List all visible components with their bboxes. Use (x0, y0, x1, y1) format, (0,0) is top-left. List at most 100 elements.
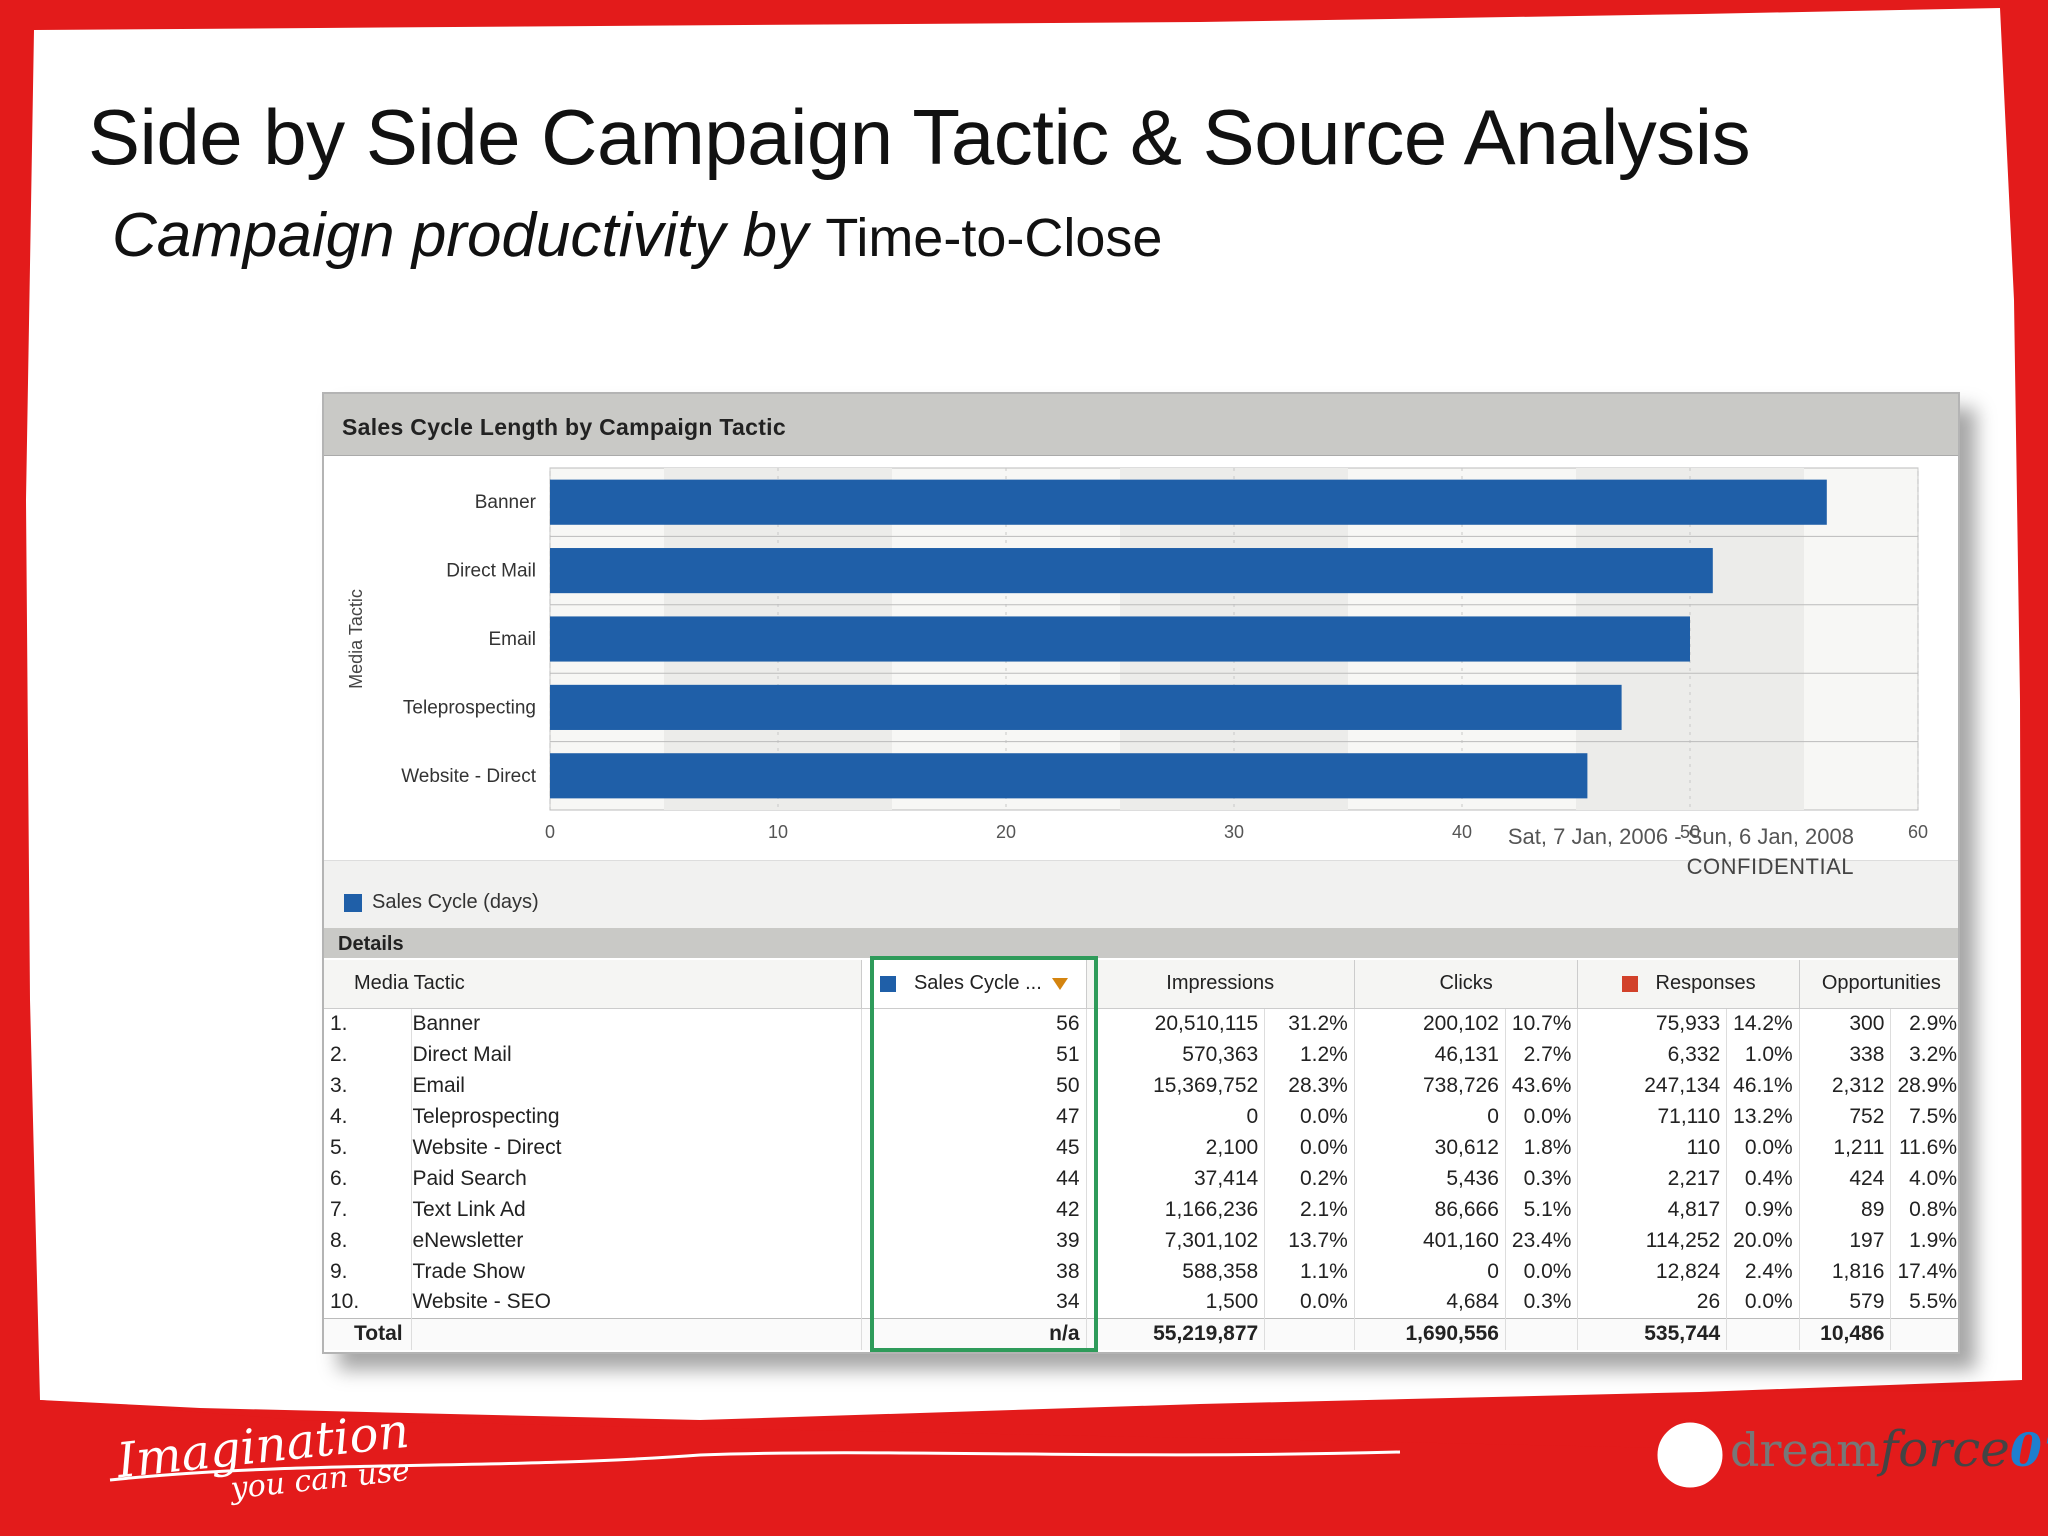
col-header-sales-cycle-label: Sales Cycle ... (913, 972, 1042, 995)
row-sales-cycle: 45 (861, 1132, 1087, 1163)
col-header-responses[interactable]: Responses (1577, 960, 1800, 1009)
subtitle-plain: Time-to-Close (825, 208, 1163, 268)
row-clicks-pct: 5.1% (1505, 1194, 1579, 1225)
row-clicks: 738,726 (1354, 1070, 1506, 1101)
row-opportunities-pct: 3.2% (1890, 1039, 1958, 1070)
row-clicks: 401,160 (1354, 1225, 1506, 1256)
y-tick-label: Banner (475, 492, 537, 513)
col-header-opportunities[interactable]: Opportunities (1799, 960, 1958, 1009)
total-cycle: n/a (861, 1317, 1087, 1350)
row-tactic: Email (411, 1070, 863, 1101)
row-impressions-pct: 0.2% (1264, 1163, 1355, 1194)
row-opportunities-pct: 2.9% (1890, 1008, 1958, 1039)
bar (550, 616, 1690, 662)
bar (550, 479, 1827, 525)
table-row[interactable]: 8. eNewsletter 39 7,301,102 13.7% 401,160 23.4… (324, 1225, 1958, 1256)
row-responses-pct: 2.4% (1726, 1256, 1800, 1287)
row-impressions: 20,510,115 (1086, 1008, 1266, 1039)
y-tick-label: Direct Mail (446, 561, 536, 582)
row-clicks: 46,131 (1354, 1039, 1506, 1070)
row-number: 4. (324, 1101, 413, 1132)
x-tick-label: 40 (1452, 822, 1472, 842)
table-row[interactable]: 6. Paid Search 44 37,414 0.2% 5,436 0.3% 2,217 0… (324, 1163, 1958, 1194)
row-opportunities-pct: 28.9% (1890, 1070, 1958, 1101)
table-header-row: Media Tactic Sales Cycle ... Impressions… (324, 960, 1958, 1009)
dreamforce-logo: dreamforce07 (1730, 1420, 2048, 1478)
row-responses: 71,110 (1577, 1101, 1728, 1132)
sort-desc-icon[interactable] (1051, 977, 1068, 990)
row-number: 3. (324, 1070, 413, 1101)
table-row[interactable]: 5. Website - Direct 45 2,100 0.0% 30,612 1.8% 1… (324, 1132, 1958, 1163)
total-label: Total (324, 1317, 413, 1350)
row-impressions-pct: 0.0% (1264, 1287, 1355, 1318)
x-tick-label: 0 (545, 822, 555, 842)
row-tactic: eNewsletter (411, 1225, 863, 1256)
row-opportunities: 579 (1799, 1287, 1892, 1318)
table-row[interactable]: 2. Direct Mail 51 570,363 1.2% 46,131 2.7% 6,33… (324, 1039, 1958, 1070)
date-range: Sat, 7 Jan, 2006 - Sun, 6 Jan, 2008 (1507, 824, 1854, 849)
row-clicks-pct: 0.0% (1505, 1101, 1579, 1132)
row-tactic: Trade Show (411, 1256, 863, 1287)
row-responses-pct: 0.0% (1726, 1132, 1800, 1163)
row-clicks-pct: 1.8% (1505, 1132, 1579, 1163)
x-tick-label: 30 (1224, 822, 1244, 842)
row-clicks-pct: 0.0% (1505, 1256, 1579, 1287)
col-header-impressions[interactable]: Impressions (1086, 960, 1355, 1009)
row-opportunities-pct: 0.8% (1890, 1194, 1958, 1225)
table-row[interactable]: 4. Teleprospecting 47 0 0.0% 0 0.0% 71,110 13.2%… (324, 1101, 1958, 1132)
logo-force: force (1879, 1420, 2010, 1478)
total-impressions: 55,219,877 (1086, 1317, 1266, 1350)
table-row[interactable]: 1. Banner 56 20,510,115 31.2% 200,102 10.7% 75,… (324, 1008, 1958, 1039)
row-opportunities: 300 (1799, 1008, 1892, 1039)
bar (550, 684, 1622, 730)
row-responses: 26 (1577, 1287, 1728, 1318)
slide-subtitle: Campaign productivity by Time-to-Close (112, 200, 1162, 271)
col-header-tactic[interactable]: Media Tactic (324, 960, 863, 1009)
row-impressions-pct: 1.2% (1264, 1039, 1355, 1070)
table-row[interactable]: 9. Trade Show 38 588,358 1.1% 0 0.0% 12,824 2.4%… (324, 1256, 1958, 1287)
total-clicks: 1,690,556 (1354, 1317, 1506, 1350)
col-header-clicks[interactable]: Clicks (1354, 960, 1579, 1009)
table-row[interactable]: 10. Website - SEO 34 1,500 0.0% 4,684 0.3% 26 0.… (324, 1287, 1958, 1318)
row-impressions-pct: 1.1% (1264, 1256, 1355, 1287)
row-tactic: Website - SEO (411, 1287, 863, 1318)
row-opportunities-pct: 1.9% (1890, 1225, 1958, 1256)
table-row[interactable]: 7. Text Link Ad 42 1,166,236 2.1% 86,666 5.1% 4… (324, 1194, 1958, 1225)
total-opportunities: 10,486 (1799, 1317, 1892, 1350)
sales-cycle-swatch (879, 975, 896, 992)
bar (550, 753, 1588, 799)
row-number: 1. (324, 1008, 413, 1039)
row-number: 8. (324, 1225, 413, 1256)
row-impressions: 7,301,102 (1086, 1225, 1266, 1256)
row-clicks: 0 (1354, 1256, 1506, 1287)
row-opportunities-pct: 5.5% (1890, 1287, 1958, 1318)
row-number: 7. (324, 1194, 413, 1225)
col-header-sales-cycle[interactable]: Sales Cycle ... (861, 960, 1087, 1009)
row-responses: 6,332 (1577, 1039, 1728, 1070)
row-opportunities: 424 (1799, 1163, 1892, 1194)
row-opportunities: 338 (1799, 1039, 1892, 1070)
legend-area: Sales Cycle (days) (324, 860, 1958, 936)
y-tick-label: Teleprospecting (403, 697, 536, 718)
table-row[interactable]: 3. Email 50 15,369,752 28.3% 738,726 43.6% 247,… (324, 1070, 1958, 1101)
details-header: Details (324, 928, 1958, 958)
row-opportunities-pct: 7.5% (1890, 1101, 1958, 1132)
row-number: 2. (324, 1039, 413, 1070)
total-responses: 535,744 (1577, 1317, 1728, 1350)
row-clicks-pct: 10.7% (1505, 1008, 1579, 1039)
row-tactic: Direct Mail (411, 1039, 863, 1070)
row-number: 9. (324, 1256, 413, 1287)
row-responses-pct: 0.4% (1726, 1163, 1800, 1194)
legend-label: Sales Cycle (days) (372, 891, 539, 913)
row-opportunities: 752 (1799, 1101, 1892, 1132)
row-responses: 12,824 (1577, 1256, 1728, 1287)
row-number: 10. (324, 1287, 413, 1318)
row-sales-cycle: 56 (861, 1008, 1087, 1039)
row-responses-pct: 20.0% (1726, 1225, 1800, 1256)
chart-legend: Sales Cycle (days) (344, 891, 539, 914)
y-axis-label: Media Tactic (346, 589, 366, 689)
row-impressions-pct: 28.3% (1264, 1070, 1355, 1101)
row-impressions: 1,500 (1086, 1287, 1266, 1318)
total-row: Total n/a 55,219,877 1,690,556 535,744 1… (324, 1317, 1958, 1350)
